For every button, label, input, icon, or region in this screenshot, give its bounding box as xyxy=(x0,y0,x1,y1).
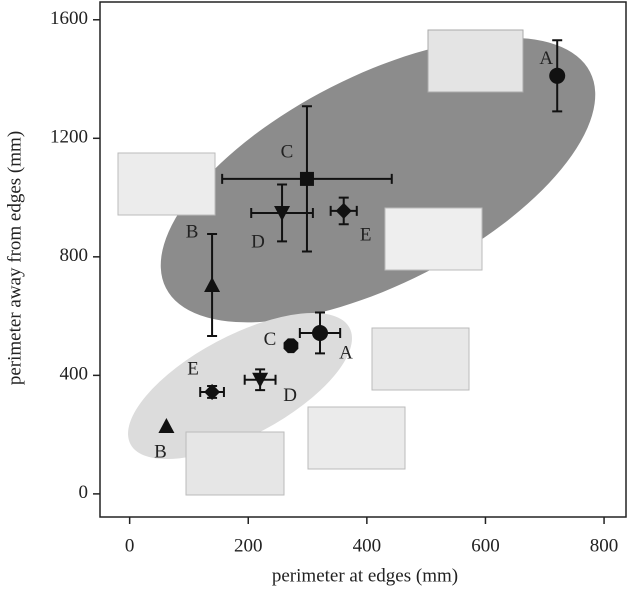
x-axis-label: perimeter at edges (mm) xyxy=(272,565,458,586)
point-label: C xyxy=(264,329,277,350)
point-label: A xyxy=(539,48,553,69)
photo xyxy=(117,152,216,216)
y-tick-label: 400 xyxy=(60,364,89,385)
group-ellipse-upper xyxy=(160,37,596,323)
photo xyxy=(384,207,483,271)
photo xyxy=(185,431,285,496)
point-label: B xyxy=(186,221,199,242)
point xyxy=(204,383,221,400)
x-tick-label: 200 xyxy=(234,535,263,556)
point-label: B xyxy=(154,441,167,462)
photo xyxy=(427,29,524,93)
photo xyxy=(371,327,470,391)
x-tick-label: 800 xyxy=(590,535,619,556)
point-label: A xyxy=(339,342,353,363)
x-tick-label: 600 xyxy=(471,535,500,556)
point xyxy=(252,372,269,388)
point-label: C xyxy=(281,141,294,162)
point-label: E xyxy=(187,358,199,379)
y-tick-label: 800 xyxy=(60,245,89,266)
y-axis-label: perimeter away from edges (mm) xyxy=(4,131,25,385)
photo xyxy=(307,406,406,470)
point xyxy=(312,324,329,341)
plot-frame xyxy=(99,1,627,518)
point xyxy=(549,67,566,84)
point-label: E xyxy=(360,224,372,245)
point xyxy=(274,205,291,221)
y-tick-label: 0 xyxy=(79,482,89,503)
point xyxy=(158,418,175,434)
point-label: D xyxy=(251,231,265,252)
point xyxy=(335,202,352,219)
y-tick-label: 1600 xyxy=(50,8,88,29)
point-label: D xyxy=(283,385,297,406)
y-tick-label: 1200 xyxy=(50,127,88,148)
point xyxy=(299,171,314,186)
point xyxy=(204,276,221,292)
x-tick-label: 400 xyxy=(353,535,382,556)
point xyxy=(283,338,299,354)
x-tick-label: 0 xyxy=(125,535,135,556)
